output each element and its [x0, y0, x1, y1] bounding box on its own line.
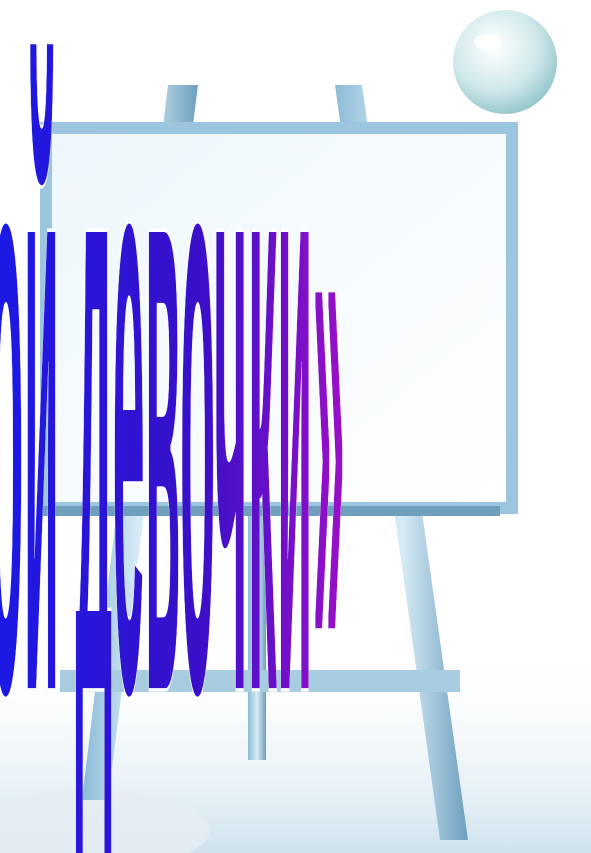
easel-tray	[60, 670, 460, 692]
easel-leg	[248, 500, 266, 760]
plate	[0, 790, 210, 853]
bubble	[453, 10, 557, 114]
title-group: ой девочки»	[0, 0, 346, 853]
board	[52, 134, 506, 502]
slide-title: ой девочки»	[0, 0, 346, 853]
board-edge	[40, 506, 500, 516]
bubble-highlight	[474, 34, 502, 50]
